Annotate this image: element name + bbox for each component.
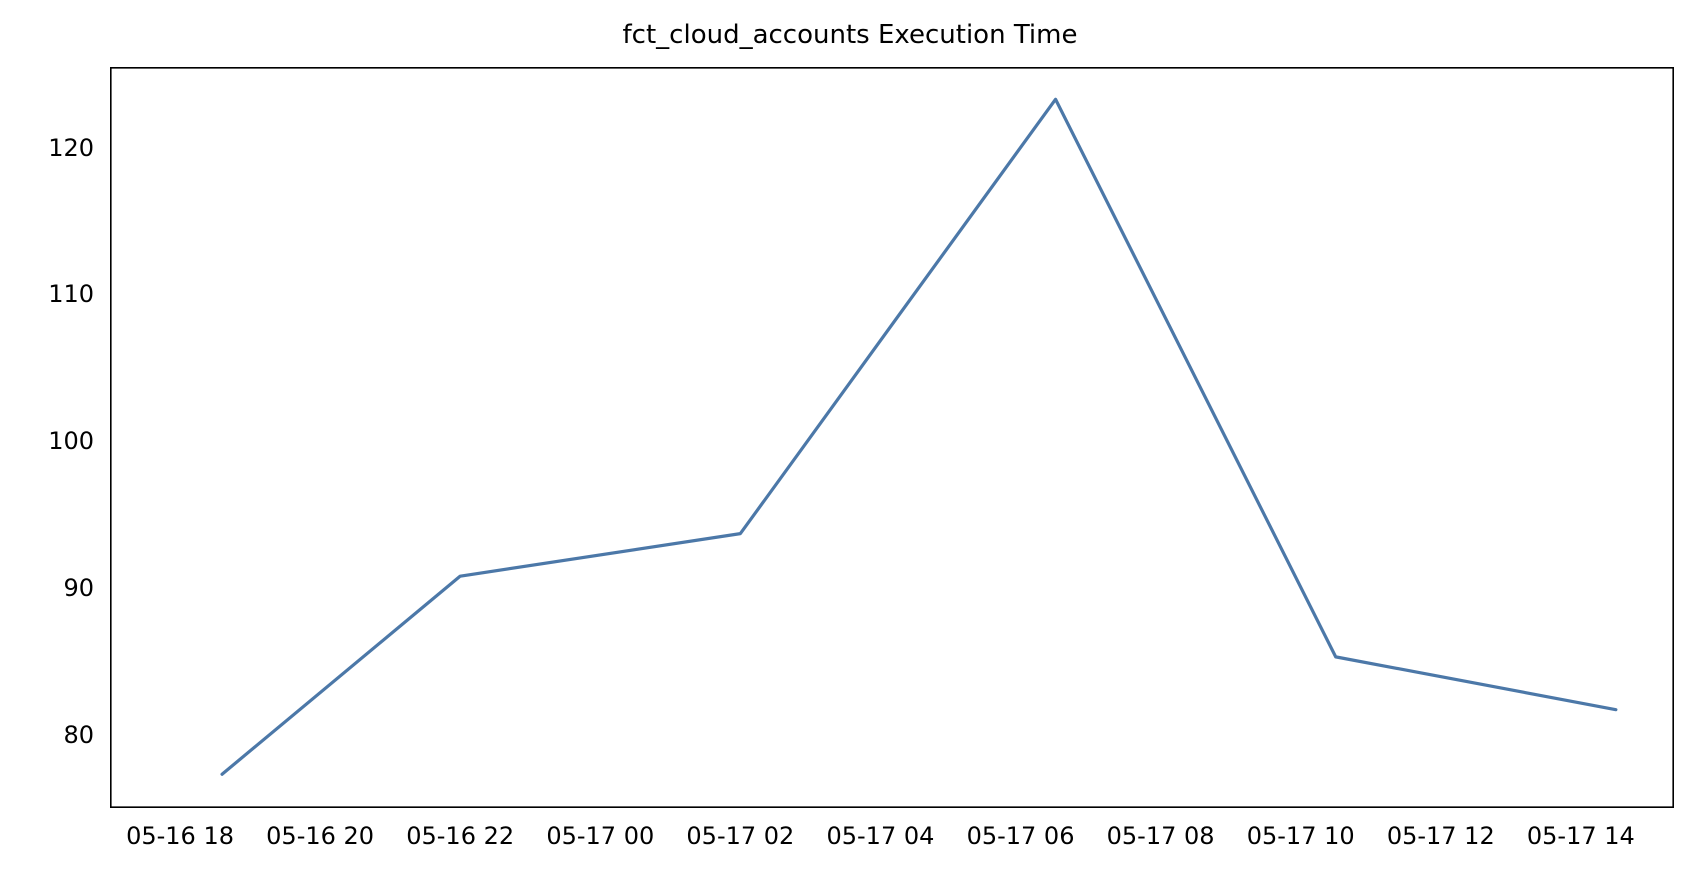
x-tick-label: 05-17 06 [966, 822, 1075, 850]
x-tick-label: 05-16 22 [406, 822, 515, 850]
y-tick-label: 120 [48, 133, 94, 162]
x-tick-label: 05-16 20 [266, 822, 375, 850]
plot-area [110, 67, 1674, 808]
data-line-fct-cloud-accounts [220, 97, 1618, 776]
x-tick-label: 05-17 12 [1386, 822, 1495, 850]
x-tick-label: 05-17 02 [686, 822, 795, 850]
axes-spines [110, 67, 1674, 808]
y-tick-label: 100 [48, 427, 94, 456]
x-tick-label: 05-17 00 [546, 822, 655, 850]
chart-title: fct_cloud_accounts Execution Time [622, 20, 1078, 50]
data-series-group [220, 97, 1618, 776]
y-tick-label: 90 [63, 573, 94, 602]
x-tick-label: 05-17 08 [1106, 822, 1215, 850]
plot-svg [110, 67, 1674, 808]
x-tick-label: 05-16 18 [126, 822, 234, 850]
x-tick-label: 05-17 10 [1246, 822, 1355, 850]
x-tick-label: 05-17 04 [826, 822, 935, 850]
x-tick-label: 05-17 14 [1526, 822, 1635, 850]
y-tick-label: 80 [63, 720, 94, 749]
y-tick-label: 110 [48, 280, 94, 309]
